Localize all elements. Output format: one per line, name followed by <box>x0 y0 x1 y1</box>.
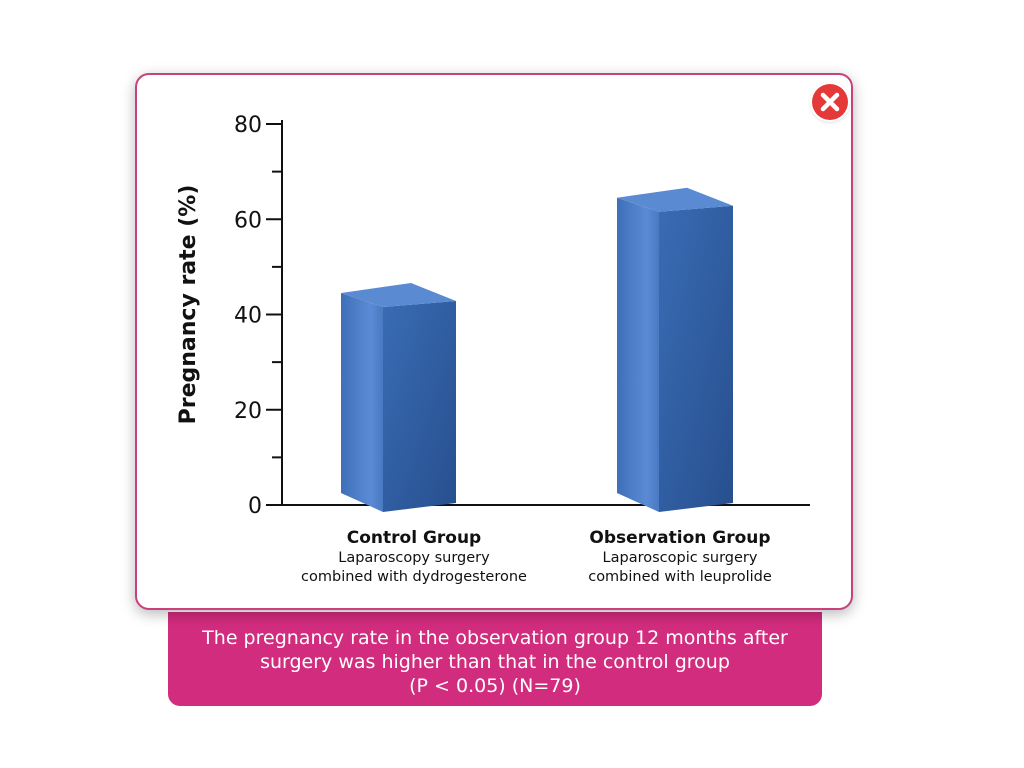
close-icon[interactable] <box>812 84 848 120</box>
bar <box>341 282 456 512</box>
chart-card <box>135 73 853 610</box>
y-tick-label: 20 <box>234 399 262 424</box>
x-tick-sublabel: combined with dydrogesterone <box>301 569 527 585</box>
x-tick-sublabel: Laparoscopic surgery <box>603 550 758 566</box>
bar-front-face <box>383 300 456 512</box>
y-tick-label: 60 <box>234 208 262 233</box>
y-axis-label: Pregnancy rate (%) <box>176 185 201 425</box>
caption-line-1: The pregnancy rate in the observation gr… <box>202 627 788 649</box>
bar <box>617 187 733 512</box>
x-tick-sublabel: combined with leuprolide <box>588 569 772 585</box>
bar-side-face <box>341 292 383 512</box>
bar-side-face <box>617 197 659 512</box>
x-tick-label: Control Group <box>347 528 481 548</box>
bar-top-face <box>617 187 733 212</box>
y-tick-label: 80 <box>234 113 262 138</box>
y-tick-label: 40 <box>234 304 262 329</box>
bar-front-face <box>659 205 733 512</box>
caption-line-3: (P < 0.05) (N=79) <box>409 675 581 697</box>
bar-top-face <box>341 282 456 307</box>
caption-banner: The pregnancy rate in the observation gr… <box>168 612 822 706</box>
x-tick-label: Observation Group <box>589 528 770 548</box>
y-tick-label: 0 <box>248 494 262 519</box>
x-tick-sublabel: Laparoscopy surgery <box>338 550 490 566</box>
caption-line-2: surgery was higher than that in the cont… <box>260 651 730 673</box>
